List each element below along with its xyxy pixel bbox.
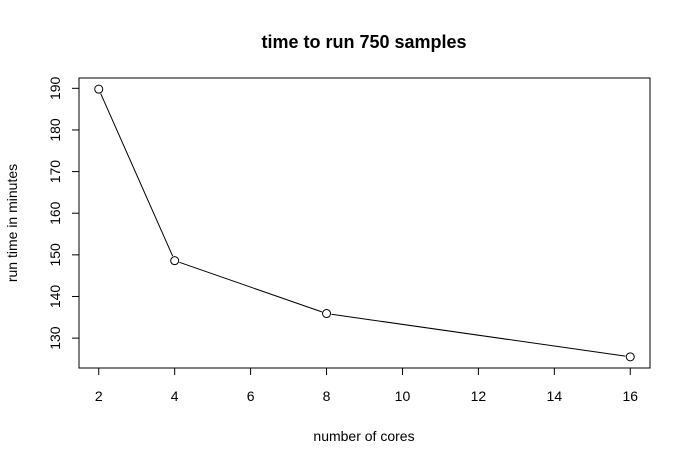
y-axis-label: run time in minutes — [4, 164, 20, 282]
data-point — [322, 309, 332, 319]
y-tick-label: 140 — [47, 285, 63, 309]
y-tick-label: 150 — [47, 243, 63, 267]
x-axis-label: number of cores — [313, 428, 414, 444]
y-tick-label: 190 — [47, 76, 63, 100]
data-point — [94, 84, 104, 94]
y-tick-label: 160 — [47, 201, 63, 225]
series-line-segment — [179, 261, 322, 313]
y-axis: 130 140 150 160 170 180 190 — [47, 76, 80, 350]
data-point — [625, 352, 635, 362]
x-tick-label: 6 — [247, 388, 255, 404]
chart-title: time to run 750 samples — [261, 32, 466, 52]
y-tick-label: 180 — [47, 118, 63, 142]
series — [94, 84, 635, 362]
x-tick-label: 8 — [323, 388, 331, 404]
x-tick-label: 12 — [471, 388, 487, 404]
x-tick-label: 14 — [547, 388, 563, 404]
y-tick-label: 130 — [47, 326, 63, 350]
x-axis: 2 4 6 8 10 12 14 16 — [95, 367, 638, 404]
plot-frame — [78, 77, 651, 369]
data-point — [170, 256, 180, 266]
series-line-segment — [100, 93, 174, 257]
x-tick-label: 2 — [95, 388, 103, 404]
x-tick-label: 4 — [171, 388, 179, 404]
series-line-segment — [331, 313, 626, 357]
x-tick-label: 16 — [622, 388, 638, 404]
y-tick-label: 170 — [47, 160, 63, 184]
x-tick-label: 10 — [395, 388, 411, 404]
